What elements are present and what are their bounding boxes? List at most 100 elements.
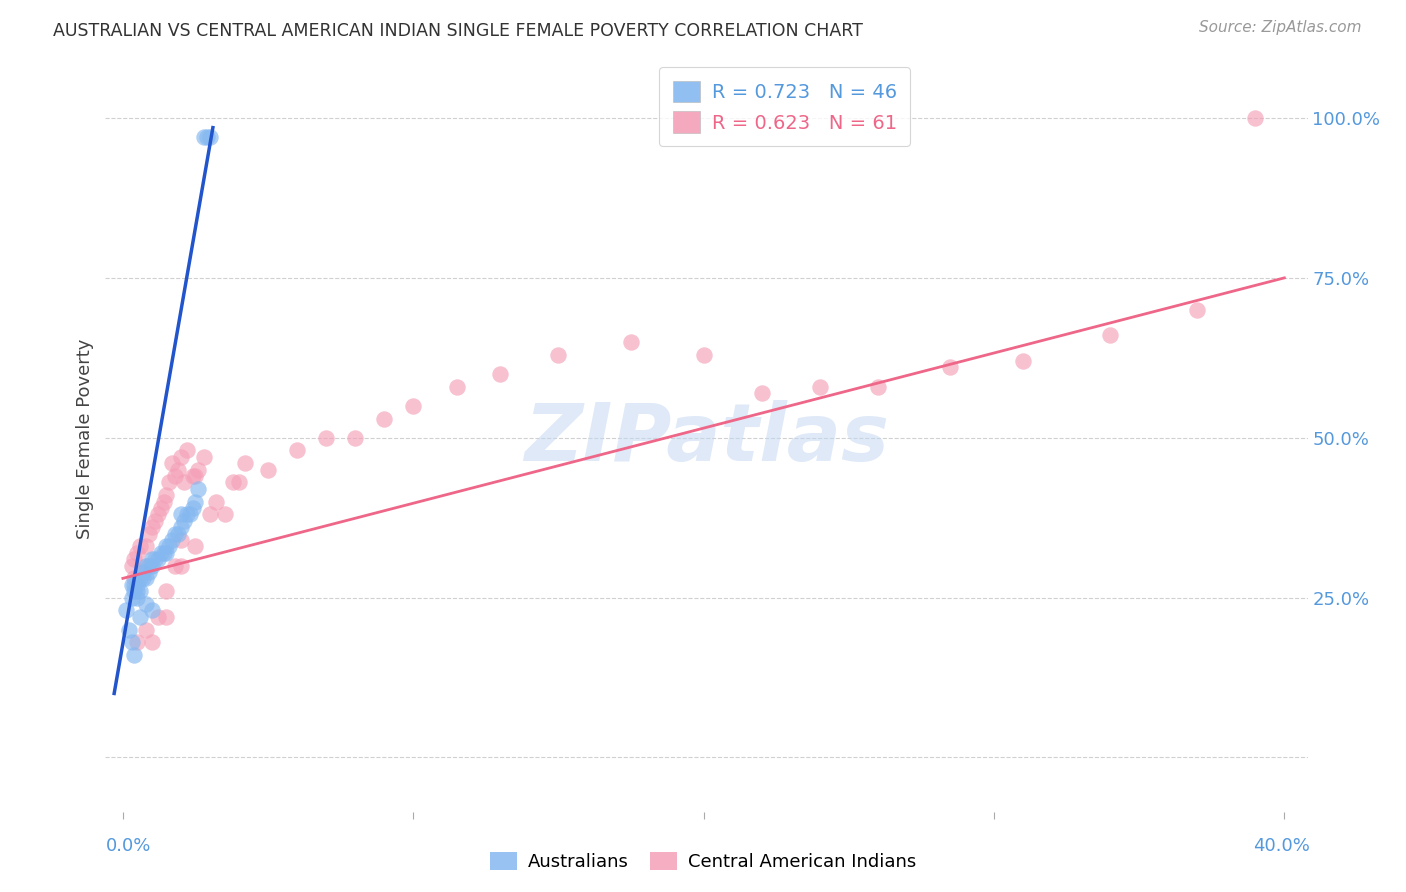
Point — [155, 609, 177, 624]
Point — [141, 552, 163, 566]
Point — [149, 501, 172, 516]
Point — [866, 379, 889, 393]
Point — [620, 334, 643, 349]
Point — [127, 635, 149, 649]
Point — [1187, 302, 1209, 317]
Point — [176, 508, 198, 522]
Point — [808, 379, 831, 393]
Point — [547, 348, 569, 362]
Point — [127, 584, 149, 599]
Point — [157, 475, 180, 490]
Point — [141, 558, 163, 573]
Point — [132, 565, 155, 579]
Point — [233, 456, 256, 470]
Point — [1012, 354, 1035, 368]
Point — [193, 450, 215, 464]
Point — [939, 360, 962, 375]
Point — [141, 520, 163, 534]
Point — [124, 648, 146, 662]
Legend: R = 0.723   N = 46, R = 0.623   N = 61: R = 0.723 N = 46, R = 0.623 N = 61 — [659, 67, 910, 146]
Point — [446, 379, 468, 393]
Text: ZIPatlas: ZIPatlas — [524, 401, 889, 478]
Point — [143, 552, 166, 566]
Point — [187, 463, 209, 477]
Point — [173, 514, 195, 528]
Point — [121, 635, 143, 649]
Point — [1244, 111, 1267, 125]
Point — [285, 443, 308, 458]
Point — [179, 508, 201, 522]
Point — [181, 469, 204, 483]
Point — [162, 533, 183, 547]
Point — [124, 578, 146, 592]
Point — [152, 494, 174, 508]
Text: 40.0%: 40.0% — [1254, 837, 1310, 855]
Point — [228, 475, 250, 490]
Point — [165, 558, 187, 573]
Point — [222, 475, 245, 490]
Point — [198, 508, 221, 522]
Point — [121, 558, 143, 573]
Point — [127, 578, 149, 592]
Point — [121, 591, 143, 605]
Point — [165, 526, 187, 541]
Point — [129, 609, 152, 624]
Point — [193, 130, 215, 145]
Point — [155, 584, 177, 599]
Point — [167, 463, 190, 477]
Point — [402, 399, 425, 413]
Point — [146, 609, 169, 624]
Point — [204, 494, 226, 508]
Point — [141, 635, 163, 649]
Legend: Australians, Central American Indians: Australians, Central American Indians — [482, 846, 924, 879]
Point — [118, 623, 141, 637]
Point — [170, 558, 193, 573]
Point — [170, 520, 193, 534]
Point — [124, 552, 146, 566]
Point — [167, 526, 190, 541]
Point — [155, 488, 177, 502]
Point — [132, 565, 155, 579]
Point — [138, 565, 160, 579]
Point — [121, 578, 143, 592]
Point — [165, 469, 187, 483]
Point — [187, 482, 209, 496]
Point — [1099, 328, 1122, 343]
Point — [135, 597, 157, 611]
Point — [195, 130, 218, 145]
Y-axis label: Single Female Poverty: Single Female Poverty — [76, 339, 94, 540]
Point — [155, 546, 177, 560]
Point — [135, 623, 157, 637]
Point — [135, 571, 157, 585]
Point — [149, 546, 172, 560]
Point — [138, 558, 160, 573]
Point — [135, 540, 157, 554]
Point — [157, 540, 180, 554]
Point — [489, 367, 512, 381]
Point — [315, 431, 337, 445]
Point — [146, 552, 169, 566]
Point — [692, 348, 714, 362]
Point — [373, 411, 395, 425]
Point — [152, 546, 174, 560]
Point — [198, 130, 221, 145]
Point — [135, 558, 157, 573]
Point — [146, 508, 169, 522]
Point — [138, 526, 160, 541]
Point — [214, 508, 236, 522]
Point — [184, 469, 207, 483]
Point — [257, 463, 280, 477]
Point — [173, 475, 195, 490]
Text: AUSTRALIAN VS CENTRAL AMERICAN INDIAN SINGLE FEMALE POVERTY CORRELATION CHART: AUSTRALIAN VS CENTRAL AMERICAN INDIAN SI… — [53, 22, 863, 40]
Point — [132, 571, 155, 585]
Point — [170, 508, 193, 522]
Point — [114, 603, 136, 617]
Point — [162, 456, 183, 470]
Text: 0.0%: 0.0% — [105, 837, 150, 855]
Point — [170, 450, 193, 464]
Point — [127, 546, 149, 560]
Point — [181, 501, 204, 516]
Point — [176, 443, 198, 458]
Point — [124, 584, 146, 599]
Point — [155, 540, 177, 554]
